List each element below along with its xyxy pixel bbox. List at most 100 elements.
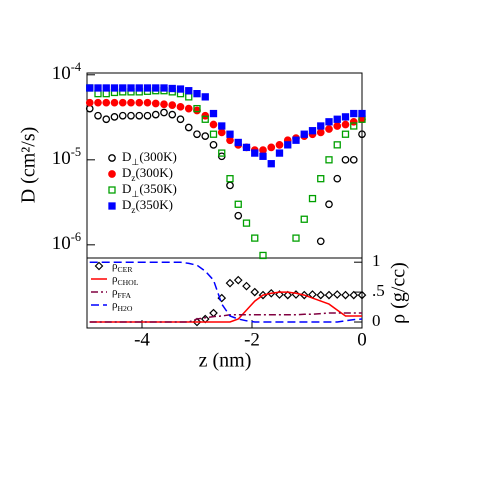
point bbox=[324, 290, 334, 300]
point bbox=[193, 104, 201, 113]
point bbox=[127, 98, 135, 107]
point bbox=[168, 101, 177, 109]
point bbox=[192, 317, 202, 327]
point bbox=[349, 117, 358, 126]
point bbox=[275, 140, 284, 149]
legend-label: ρCHOL bbox=[112, 273, 139, 288]
point bbox=[316, 237, 325, 246]
point bbox=[325, 125, 333, 133]
point bbox=[250, 287, 260, 297]
point bbox=[226, 130, 234, 138]
point bbox=[218, 122, 226, 130]
legend-marker bbox=[108, 170, 116, 178]
point bbox=[151, 110, 160, 119]
point bbox=[226, 136, 234, 145]
point bbox=[325, 156, 333, 164]
legend-label: Dz(350K) bbox=[122, 197, 173, 215]
legend-label: ρFFA bbox=[112, 286, 131, 301]
point bbox=[127, 84, 135, 92]
y-axis-label: D (cm²/s) bbox=[18, 127, 40, 204]
point bbox=[201, 132, 210, 140]
point bbox=[333, 141, 341, 149]
point bbox=[325, 200, 333, 209]
point bbox=[242, 143, 251, 152]
point bbox=[234, 211, 243, 220]
point bbox=[184, 104, 193, 113]
point bbox=[300, 215, 308, 223]
point bbox=[184, 123, 193, 132]
point bbox=[85, 98, 94, 107]
legend-marker bbox=[108, 186, 116, 194]
point bbox=[275, 149, 284, 157]
line bbox=[89, 261, 363, 323]
x-tick-label: -4 bbox=[134, 329, 150, 350]
point bbox=[357, 290, 367, 300]
point bbox=[317, 122, 325, 130]
point bbox=[341, 130, 350, 138]
point bbox=[267, 143, 276, 152]
x-tick-label: 0 bbox=[357, 329, 367, 350]
point bbox=[135, 98, 144, 107]
point bbox=[176, 102, 185, 111]
bottom-frame bbox=[86, 257, 363, 329]
point bbox=[176, 85, 185, 93]
point bbox=[292, 136, 300, 144]
point bbox=[349, 155, 358, 164]
point bbox=[358, 109, 366, 118]
point bbox=[317, 175, 325, 183]
point bbox=[233, 275, 243, 285]
point bbox=[102, 98, 111, 107]
point bbox=[308, 127, 317, 135]
point bbox=[275, 290, 284, 299]
legend-marker bbox=[108, 202, 116, 210]
point bbox=[135, 111, 144, 120]
point bbox=[300, 130, 308, 138]
point bbox=[234, 138, 242, 147]
x-axis-label: z (nm) bbox=[199, 350, 252, 372]
point bbox=[94, 98, 102, 107]
y2-axis-label: ρ (g/cc) bbox=[388, 262, 410, 324]
point bbox=[284, 141, 292, 149]
point bbox=[358, 130, 366, 139]
point bbox=[341, 120, 350, 129]
point bbox=[316, 290, 326, 300]
point bbox=[251, 149, 259, 157]
point bbox=[143, 84, 152, 92]
point bbox=[94, 84, 102, 92]
point bbox=[234, 200, 242, 208]
point bbox=[350, 109, 358, 118]
legend-marker bbox=[94, 261, 104, 271]
point bbox=[193, 106, 201, 115]
point bbox=[325, 118, 333, 126]
legend-label: D⊥(300K) bbox=[122, 149, 177, 167]
point bbox=[350, 122, 358, 130]
point bbox=[332, 290, 342, 299]
point bbox=[242, 219, 251, 227]
point bbox=[308, 194, 317, 203]
point bbox=[341, 113, 350, 121]
point bbox=[349, 290, 359, 300]
point bbox=[118, 98, 127, 107]
point bbox=[201, 115, 209, 123]
point bbox=[292, 234, 300, 242]
point bbox=[209, 130, 218, 138]
point bbox=[160, 108, 168, 117]
point bbox=[341, 290, 350, 300]
point bbox=[151, 99, 160, 108]
y-tick-label: .5 bbox=[372, 281, 385, 300]
line bbox=[89, 312, 362, 323]
point bbox=[226, 175, 234, 183]
point bbox=[135, 84, 143, 92]
legend-label: Dz(300K) bbox=[122, 165, 173, 183]
point bbox=[316, 128, 325, 137]
point bbox=[225, 278, 235, 288]
point bbox=[267, 160, 275, 168]
point bbox=[127, 111, 135, 120]
point bbox=[333, 174, 342, 183]
point bbox=[333, 122, 342, 130]
point bbox=[242, 281, 251, 291]
point bbox=[168, 110, 177, 119]
point bbox=[110, 98, 119, 107]
point bbox=[341, 155, 350, 164]
